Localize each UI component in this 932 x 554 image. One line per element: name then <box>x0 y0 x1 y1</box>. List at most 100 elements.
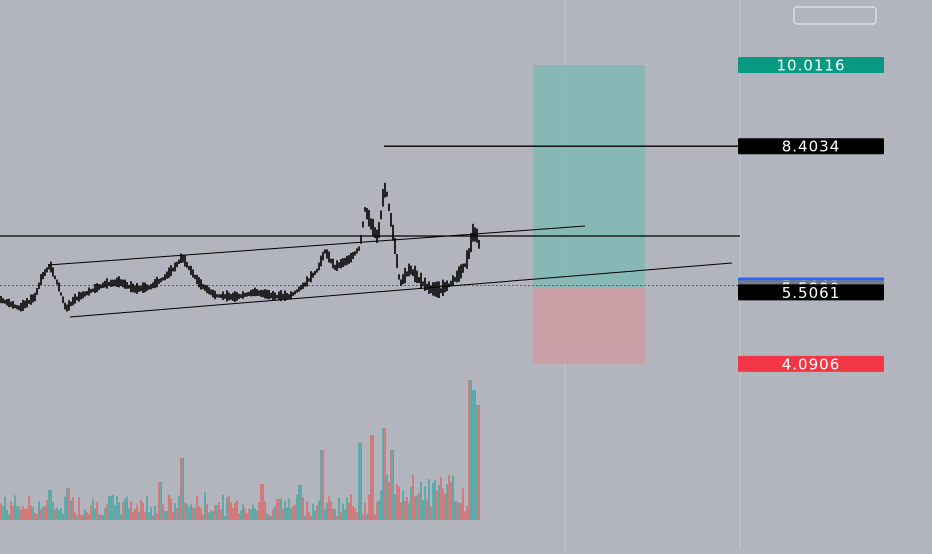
volume-bars <box>0 380 480 520</box>
volume-bar <box>30 505 32 520</box>
volume-bar <box>54 508 56 520</box>
volume-bar <box>244 508 246 520</box>
volume-bar <box>424 486 426 520</box>
channel-upper-line <box>47 225 586 266</box>
volume-bar <box>274 506 276 520</box>
volume-bar <box>374 514 376 520</box>
volume-bar <box>290 508 292 520</box>
volume-bar <box>300 485 302 520</box>
volume-bar <box>204 492 206 520</box>
volume-bar <box>422 499 424 520</box>
volume-bar <box>468 380 470 520</box>
volume-bar <box>24 508 26 520</box>
volume-bar <box>212 511 214 520</box>
volume-bar <box>34 513 36 520</box>
volume-bar <box>306 501 308 520</box>
price-label-trendline: 5.5061 <box>738 284 884 302</box>
volume-bar <box>444 493 446 520</box>
volume-bar <box>478 405 480 520</box>
volume-bar <box>252 504 254 520</box>
price-label-text: 5.5061 <box>782 284 841 302</box>
volume-bar <box>370 435 372 520</box>
price-label-bg <box>738 57 884 74</box>
volume-bar <box>428 479 430 520</box>
volume-bar <box>308 511 310 520</box>
price-label-bg <box>738 284 884 301</box>
volume-bar <box>228 495 230 520</box>
volume-bar <box>106 504 108 520</box>
volume-bar <box>86 512 88 520</box>
volume-bar <box>260 484 262 520</box>
volume-bar <box>304 515 306 520</box>
profit-zone <box>533 65 645 289</box>
volume-bar <box>392 450 394 520</box>
volume-bar <box>186 503 188 520</box>
volume-bar <box>372 435 374 520</box>
volume-bar <box>72 496 74 520</box>
volume-bar <box>50 490 52 520</box>
price-label-stop: 4.0906 <box>738 355 884 373</box>
volume-bar <box>116 495 118 520</box>
volume-bar <box>166 510 168 520</box>
volume-bar <box>38 501 40 520</box>
long-position-tool[interactable] <box>533 65 645 364</box>
volume-bar <box>390 450 392 520</box>
volume-bar <box>440 476 442 520</box>
volume-bar <box>264 500 266 520</box>
volume-bar <box>394 494 396 520</box>
volume-bar <box>236 500 238 520</box>
price-label-swing-high: 8.4034 <box>738 138 884 156</box>
volume-bar <box>250 509 252 520</box>
volume-bar <box>82 514 84 520</box>
volume-bar <box>472 390 474 520</box>
volume-bar <box>436 490 438 520</box>
volume-bar <box>364 503 366 520</box>
volume-bar <box>68 488 70 520</box>
volume-bar <box>346 497 348 520</box>
volume-bar <box>130 501 132 520</box>
volume-bar <box>158 482 160 520</box>
volume-bar <box>470 380 472 520</box>
volume-bar <box>196 495 198 520</box>
volume-bar <box>230 502 232 520</box>
volume-bar <box>206 504 208 520</box>
volume-bar <box>16 506 18 520</box>
volume-bar <box>348 502 350 520</box>
volume-bar <box>330 501 332 520</box>
volume-bar <box>426 499 428 520</box>
candles <box>0 182 480 312</box>
volume-bar <box>160 482 162 520</box>
volume-bar <box>216 505 218 520</box>
volume-bar <box>58 510 60 520</box>
volume-bar <box>192 507 194 520</box>
volume-bar <box>396 484 398 520</box>
volume-bar <box>104 507 106 520</box>
volume-bar <box>170 498 172 520</box>
volume-bar <box>388 482 390 520</box>
volume-bar <box>220 509 222 520</box>
volume-bar <box>380 490 382 520</box>
volume-bar <box>44 506 46 520</box>
volume-bar <box>164 510 166 520</box>
volume-bar <box>232 507 234 520</box>
top-right-button[interactable] <box>793 6 877 25</box>
volume-bar <box>406 496 408 520</box>
volume-bar <box>178 495 180 520</box>
volume-bar <box>408 503 410 520</box>
volume-bar <box>198 506 200 520</box>
volume-bar <box>414 496 416 520</box>
volume-bar <box>282 509 284 520</box>
volume-bar <box>366 514 368 520</box>
volume-bar <box>22 506 24 520</box>
volume-bar <box>238 513 240 520</box>
price-label-bg <box>738 355 884 372</box>
volume-bar <box>360 443 362 520</box>
drawings[interactable] <box>0 145 740 318</box>
volume-bar <box>464 511 466 520</box>
volume-bar <box>144 512 146 520</box>
volume-bar <box>288 498 290 520</box>
volume-bar <box>296 494 298 520</box>
